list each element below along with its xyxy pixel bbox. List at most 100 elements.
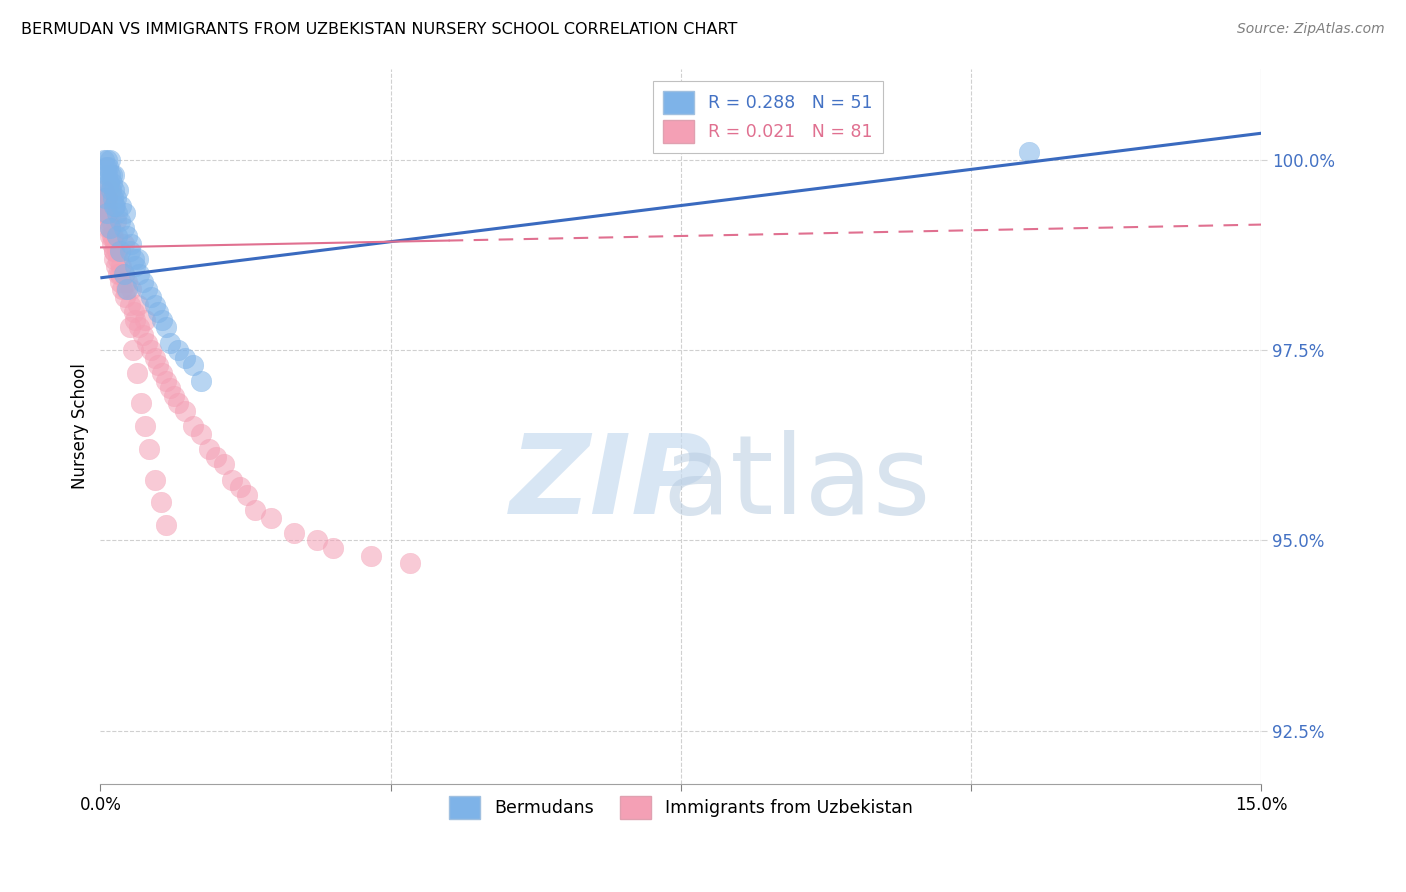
Point: [97, 221, 120, 235]
Point: [139, 290, 162, 304]
Point: [93, 183, 115, 197]
Point: [103, 183, 125, 197]
Point: [98, 153, 121, 167]
Point: [104, 198, 127, 212]
Point: [112, 221, 135, 235]
Point: [150, 366, 173, 380]
Point: [97, 213, 120, 227]
Point: [228, 480, 250, 494]
Point: [94, 206, 117, 220]
Point: [150, 312, 173, 326]
Point: [105, 244, 128, 259]
Point: [112, 267, 135, 281]
Point: [118, 297, 141, 311]
Point: [138, 442, 160, 457]
Point: [132, 275, 155, 289]
Point: [100, 213, 122, 227]
Point: [148, 305, 170, 319]
Point: [94, 198, 117, 212]
Point: [103, 244, 125, 259]
Point: [103, 198, 125, 212]
Point: [135, 282, 157, 296]
Point: [104, 236, 127, 251]
Point: [360, 549, 382, 563]
Point: [259, 510, 281, 524]
Point: [127, 297, 149, 311]
Point: [181, 419, 204, 434]
Point: [96, 206, 118, 220]
Point: [103, 252, 125, 266]
Point: [139, 343, 162, 358]
Point: [105, 229, 128, 244]
Point: [94, 191, 117, 205]
Point: [93, 153, 115, 167]
Point: [97, 176, 120, 190]
Point: [124, 312, 146, 326]
Point: [101, 191, 124, 205]
Point: [103, 244, 125, 259]
Point: [143, 351, 166, 365]
Point: [1018, 145, 1040, 160]
Legend: Bermudans, Immigrants from Uzbekistan: Bermudans, Immigrants from Uzbekistan: [441, 789, 920, 825]
Point: [129, 396, 152, 410]
Point: [143, 297, 166, 311]
Point: [97, 176, 120, 190]
Point: [107, 267, 129, 281]
Point: [104, 213, 127, 227]
Point: [101, 236, 124, 251]
Point: [108, 244, 131, 259]
Point: [128, 320, 150, 334]
Point: [283, 525, 305, 540]
Point: [163, 389, 186, 403]
Point: [307, 533, 329, 548]
Point: [125, 366, 148, 380]
Point: [107, 252, 129, 266]
Point: [108, 275, 131, 289]
Point: [122, 252, 145, 266]
Point: [135, 335, 157, 350]
Point: [100, 229, 122, 244]
Point: [104, 260, 127, 274]
Point: [98, 183, 121, 197]
Point: [148, 359, 170, 373]
Point: [115, 282, 138, 296]
Point: [96, 191, 118, 205]
Text: Source: ZipAtlas.com: Source: ZipAtlas.com: [1237, 22, 1385, 37]
Point: [205, 450, 228, 464]
Text: ZIP: ZIP: [509, 430, 713, 537]
Point: [97, 206, 120, 220]
Point: [149, 495, 172, 509]
Point: [190, 374, 212, 388]
Point: [134, 419, 156, 434]
Point: [166, 396, 188, 410]
Point: [101, 176, 124, 190]
Point: [127, 252, 149, 266]
Point: [159, 335, 181, 350]
Point: [221, 473, 243, 487]
Point: [120, 282, 142, 296]
Point: [111, 282, 134, 296]
Point: [96, 168, 118, 182]
Point: [114, 206, 136, 220]
Point: [118, 320, 141, 334]
Point: [112, 267, 135, 281]
Point: [98, 221, 121, 235]
Point: [159, 381, 181, 395]
Point: [118, 244, 141, 259]
Point: [121, 343, 143, 358]
Point: [100, 168, 122, 182]
Point: [134, 312, 156, 326]
Point: [94, 206, 117, 220]
Point: [101, 229, 124, 244]
Point: [120, 236, 142, 251]
Point: [96, 153, 118, 167]
Point: [93, 198, 115, 212]
Point: [322, 541, 344, 555]
Point: [101, 229, 124, 244]
Point: [174, 404, 197, 418]
Point: [103, 168, 125, 182]
Point: [243, 503, 266, 517]
Point: [117, 229, 139, 244]
Point: [181, 359, 204, 373]
Y-axis label: Nursery School: Nursery School: [72, 363, 89, 489]
